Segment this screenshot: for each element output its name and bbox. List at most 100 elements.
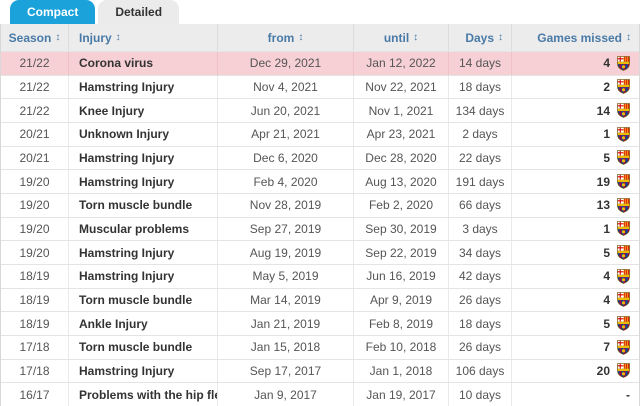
games-missed-cell: 13 — [511, 193, 639, 217]
games-missed-cell: - — [511, 383, 639, 406]
until-date-cell: Sep 30, 2019 — [353, 217, 448, 241]
club-crest-icon[interactable] — [617, 56, 630, 71]
season-cell: 21/22 — [19, 79, 50, 94]
injury-cell: Ankle Injury — [68, 312, 217, 335]
days-cell: 26 days — [448, 288, 511, 312]
club-crest-icon[interactable] — [617, 363, 630, 379]
games-missed-value: 4 — [603, 56, 610, 71]
column-header-days[interactable]: Days ↕ — [448, 24, 511, 51]
column-header-games-missed[interactable]: Games missed ↕ — [511, 24, 639, 51]
games-missed-cell: 14 — [511, 99, 639, 122]
club-crest-icon[interactable] — [617, 339, 630, 355]
from-date-cell: Dec 29, 2021 — [217, 52, 353, 75]
club-crest-icon[interactable] — [617, 174, 630, 189]
column-header-from[interactable]: from ↕ — [217, 24, 353, 51]
table-row: 20/21 Hamstring Injury Dec 6, 2020 Dec 2… — [1, 145, 639, 170]
club-crest-icon[interactable] — [617, 127, 630, 142]
days-cell: 66 days — [448, 193, 511, 217]
from-date-cell: Feb 4, 2020 — [217, 170, 353, 193]
season-cell: 18/19 — [19, 269, 50, 284]
club-crest-icon[interactable] — [617, 245, 630, 260]
column-label: until — [383, 30, 410, 45]
days-cell: 134 days — [448, 99, 511, 122]
club-crest-icon[interactable] — [617, 316, 630, 331]
column-label: Season — [8, 30, 52, 45]
days-cell: 18 days — [448, 312, 511, 335]
days-cell: 18 days — [448, 75, 511, 99]
column-header-until[interactable]: until ↕ — [353, 24, 448, 51]
until-date-cell: Jan 1, 2018 — [353, 359, 448, 383]
until-date-cell: Nov 1, 2021 — [353, 99, 448, 122]
until-date-cell: Feb 2, 2020 — [353, 193, 448, 217]
view-tabbar: Compact Detailed — [0, 0, 640, 24]
club-crest-icon[interactable] — [617, 221, 630, 237]
tab-detailed[interactable]: Detailed — [98, 0, 180, 24]
table-row: 19/20 Torn muscle bundle Nov 28, 2019 Fe… — [1, 192, 639, 217]
season-cell: 19/20 — [19, 245, 50, 260]
column-header-injury[interactable]: Injury ↕ — [68, 24, 217, 51]
until-date-cell: Jun 16, 2019 — [353, 264, 448, 288]
column-label: Injury — [79, 30, 112, 45]
season-cell: 19/20 — [19, 174, 50, 189]
season-cell: 17/18 — [19, 340, 50, 355]
season-cell: 19/20 — [19, 198, 50, 213]
days-cell: 2 days — [448, 122, 511, 146]
season-cell: 19/20 — [19, 221, 50, 236]
days-cell: 26 days — [448, 335, 511, 359]
season-cell: 21/22 — [19, 56, 50, 71]
season-cell: 20/21 — [19, 150, 50, 165]
injury-cell: Hamstring Injury — [68, 359, 217, 383]
from-date-cell: Sep 17, 2017 — [217, 359, 353, 383]
injury-cell: Hamstring Injury — [68, 146, 217, 170]
games-missed-cell: 4 — [511, 52, 639, 75]
games-missed-value: 19 — [596, 174, 610, 189]
games-missed-cell: 20 — [511, 359, 639, 383]
games-missed-value: 7 — [603, 340, 610, 355]
games-missed-value: 1 — [603, 127, 610, 142]
until-date-cell: Apr 9, 2019 — [353, 288, 448, 312]
table-row: 17/18 Hamstring Injury Sep 17, 2017 Jan … — [1, 358, 639, 383]
sort-icon: ↕ — [55, 32, 61, 43]
games-missed-cell: 4 — [511, 264, 639, 288]
from-date-cell: Aug 19, 2019 — [217, 241, 353, 264]
games-missed-cell: 5 — [511, 312, 639, 335]
table-row: 21/22 Hamstring Injury Nov 4, 2021 Nov 2… — [1, 74, 639, 99]
season-cell: 18/19 — [19, 316, 50, 331]
injury-cell: Hamstring Injury — [68, 170, 217, 193]
club-crest-icon[interactable] — [617, 268, 630, 284]
days-cell: 10 days — [448, 383, 511, 406]
until-date-cell: Dec 28, 2020 — [353, 146, 448, 170]
from-date-cell: Dec 6, 2020 — [217, 146, 353, 170]
games-missed-cell: 2 — [511, 75, 639, 99]
club-crest-icon[interactable] — [617, 292, 630, 308]
from-date-cell: Jun 20, 2021 — [217, 99, 353, 122]
injury-cell: Muscular problems — [68, 217, 217, 241]
days-cell: 3 days — [448, 217, 511, 241]
table-row: 19/20 Hamstring Injury Aug 19, 2019 Sep … — [1, 240, 639, 264]
until-date-cell: Feb 8, 2019 — [353, 312, 448, 335]
injury-cell: Corona virus — [68, 52, 217, 75]
table-row: 21/22 Knee Injury Jun 20, 2021 Nov 1, 20… — [1, 98, 639, 122]
games-missed-cell: 4 — [511, 288, 639, 312]
season-cell: 18/19 — [19, 292, 50, 307]
table-row: 19/20 Muscular problems Sep 27, 2019 Sep… — [1, 216, 639, 241]
games-missed-value: 1 — [603, 221, 610, 236]
injury-cell: Torn muscle bundle — [68, 288, 217, 312]
club-crest-icon[interactable] — [617, 150, 630, 166]
from-date-cell: Jan 15, 2018 — [217, 335, 353, 359]
table-row: 21/22 Corona virus Dec 29, 2021 Jan 12, … — [1, 51, 639, 75]
games-missed-value: 4 — [603, 292, 610, 307]
sort-icon: ↕ — [413, 32, 419, 43]
column-header-season[interactable]: Season ↕ — [1, 24, 68, 51]
until-date-cell: Sep 22, 2019 — [353, 241, 448, 264]
sort-icon: ↕ — [115, 32, 121, 43]
from-date-cell: Apr 21, 2021 — [217, 122, 353, 146]
season-cell: 17/18 — [19, 363, 50, 378]
club-crest-icon[interactable] — [617, 103, 630, 118]
tab-compact[interactable]: Compact — [10, 0, 96, 24]
injury-cell: Hamstring Injury — [68, 241, 217, 264]
injury-cell: Torn muscle bundle — [68, 193, 217, 217]
club-crest-icon[interactable] — [617, 197, 630, 213]
club-crest-icon[interactable] — [617, 79, 630, 95]
season-cell: 20/21 — [19, 127, 50, 142]
